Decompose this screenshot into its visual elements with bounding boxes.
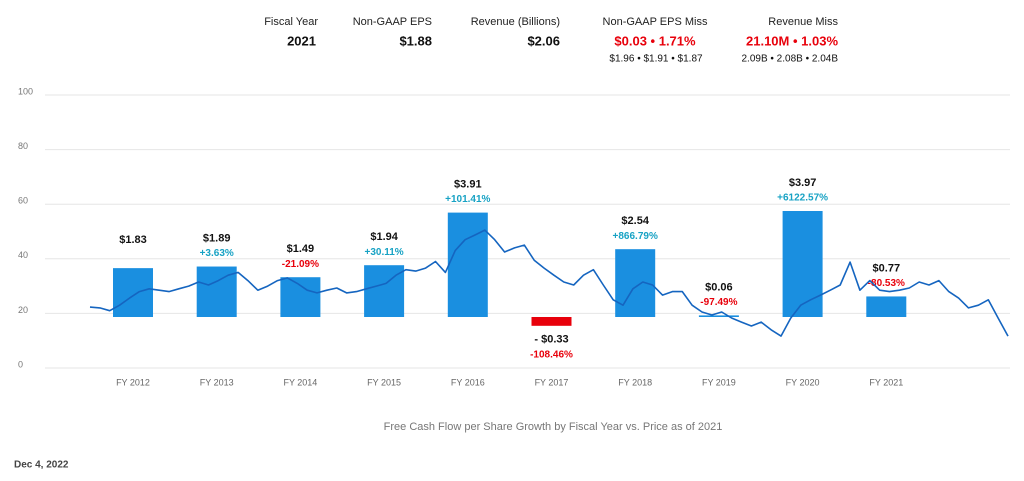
bar (698, 315, 739, 317)
x-tick-label: FY 2014 (283, 377, 317, 387)
price-line (89, 229, 1009, 337)
x-tick-label: FY 2012 (116, 377, 150, 387)
bar-value-label: $0.77 (873, 262, 901, 274)
bar (280, 277, 321, 317)
header-value: $2.06 (527, 33, 560, 48)
header-detail: 2.09B • 2.08B • 2.04B (741, 54, 838, 65)
growth-label: -97.49% (700, 297, 737, 308)
growth-label: -108.46% (530, 349, 573, 360)
bar-value-label: $1.94 (370, 231, 398, 243)
growth-label: -80.53% (868, 278, 905, 289)
bar (866, 296, 907, 317)
x-tick-label: FY 2018 (618, 377, 652, 387)
bar (113, 268, 153, 317)
x-tick-label: FY 2016 (451, 377, 485, 387)
growth-label: -21.09% (282, 259, 319, 270)
y-tick-label: 80 (18, 141, 28, 151)
header-label: Non-GAAP EPS Miss (603, 16, 708, 28)
header-value: 2021 (287, 33, 316, 48)
chart-title: Free Cash Flow per Share Growth by Fisca… (384, 421, 723, 433)
header-detail: $1.96 • $1.91 • $1.87 (609, 54, 703, 65)
x-tick-label: FY 2015 (367, 377, 401, 387)
bar (531, 317, 572, 326)
bar-value-label: $3.97 (789, 177, 817, 189)
bar (364, 265, 405, 317)
y-tick-label: 60 (18, 196, 28, 206)
y-tick-label: 40 (18, 250, 28, 260)
x-tick-label: FY 2013 (200, 377, 234, 387)
x-tick-label: FY 2019 (702, 377, 736, 387)
bar-value-label: $3.91 (454, 179, 482, 191)
bar-value-label: - $0.33 (534, 334, 568, 346)
bar-value-label: $1.89 (203, 232, 231, 244)
bar-value-label: $2.54 (621, 215, 649, 227)
header-label: Revenue Miss (768, 16, 838, 28)
bar-value-label: $0.06 (705, 281, 733, 293)
header-label: Revenue (Billions) (471, 16, 560, 28)
bar-value-label: $1.49 (287, 243, 315, 255)
bar-value-label: $1.83 (119, 234, 147, 246)
bar (782, 211, 823, 317)
x-tick-label: FY 2020 (786, 377, 820, 387)
header-label: Non-GAAP EPS (353, 16, 432, 28)
header-value: $0.03 • 1.71% (614, 33, 696, 48)
growth-label: +6122.57% (777, 193, 828, 204)
header-value: 21.10M • 1.03% (746, 33, 838, 48)
x-tick-label: FY 2021 (869, 377, 903, 387)
x-tick-label: FY 2017 (535, 377, 569, 387)
growth-label: +101.41% (445, 194, 490, 205)
date: Dec 4, 2022 (14, 460, 69, 471)
growth-label: +866.79% (613, 231, 658, 242)
bar (447, 212, 488, 317)
growth-label: +3.63% (200, 248, 234, 259)
y-tick-label: 100 (18, 86, 33, 96)
growth-label: +30.11% (364, 247, 403, 258)
y-tick-label: 0 (18, 359, 23, 369)
y-tick-label: 20 (18, 305, 28, 315)
header-label: Fiscal Year (264, 16, 318, 28)
header-value: $1.88 (399, 33, 432, 48)
bar (615, 249, 656, 317)
